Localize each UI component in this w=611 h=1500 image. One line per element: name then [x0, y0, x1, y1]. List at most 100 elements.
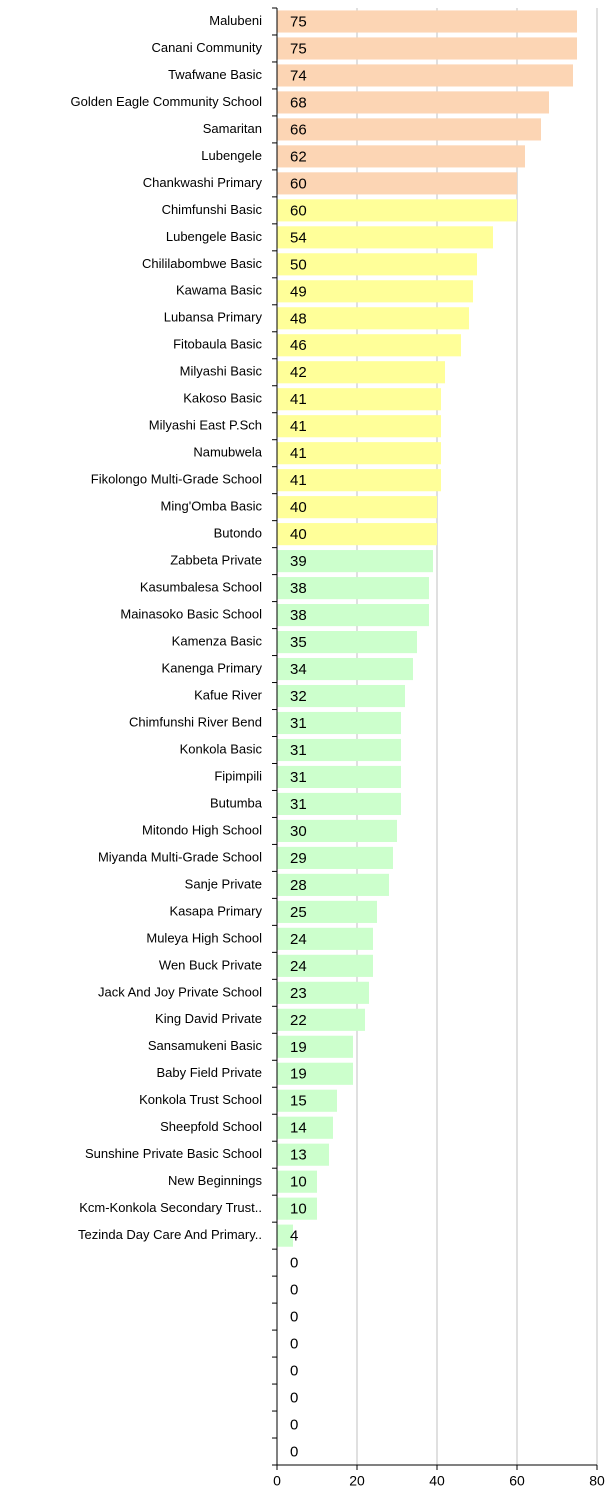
bar: [277, 1116, 333, 1139]
data-label: 10: [290, 1201, 307, 1218]
y-tick-label: Baby Field Private: [157, 1065, 263, 1080]
data-label: 41: [290, 391, 307, 408]
y-tick-label: Kasapa Primary: [170, 903, 263, 918]
x-tick-label: 0: [273, 1473, 281, 1489]
bar: [277, 765, 401, 789]
data-label: 13: [290, 1147, 307, 1164]
x-tick-label: 40: [429, 1473, 445, 1489]
y-tick-label: Jack And Joy Private School: [98, 984, 262, 999]
y-tick-label: Sheepfold School: [160, 1119, 262, 1134]
bar: [277, 253, 477, 276]
bar: [277, 307, 469, 330]
bar: [277, 631, 417, 654]
bar: [277, 657, 413, 681]
bar: [277, 37, 577, 60]
y-tick-label: Samaritan: [203, 121, 262, 136]
data-label: 68: [290, 94, 307, 111]
bar: [277, 550, 433, 573]
y-tick-label: Fitobaula Basic: [173, 337, 262, 352]
data-label: 14: [290, 1120, 307, 1137]
y-tick-label: Kasumbalesa School: [140, 580, 262, 595]
bar: [277, 846, 393, 869]
bar: [277, 1062, 353, 1085]
y-tick-label: Butondo: [214, 526, 262, 541]
bar: [277, 819, 397, 842]
bar: [277, 1008, 365, 1031]
data-label: 0: [290, 1416, 298, 1433]
data-label: 31: [290, 769, 307, 786]
y-tick-label: Mitondo High School: [142, 822, 262, 837]
bar: [277, 415, 441, 438]
bar: [277, 1197, 317, 1220]
data-label: 24: [290, 931, 307, 948]
data-label: 46: [290, 337, 307, 354]
bar: [277, 64, 573, 87]
y-tick-label: Mainasoko Basic School: [120, 607, 262, 622]
y-tick-label: Chankwashi Primary: [143, 175, 263, 190]
bar: [277, 361, 445, 384]
data-label: 19: [290, 1066, 307, 1083]
data-label: 0: [290, 1309, 298, 1326]
y-tick-label: Zabbeta Private: [170, 553, 262, 568]
bar: [277, 604, 429, 627]
y-tick-label: Konkola Trust School: [139, 1092, 262, 1107]
y-tick-label: Wen Buck Private: [159, 957, 262, 972]
data-label: 23: [290, 985, 307, 1002]
data-label: 49: [290, 283, 307, 300]
data-label: 0: [290, 1443, 298, 1460]
data-label: 38: [290, 607, 307, 624]
data-label: 10: [290, 1174, 307, 1191]
bar: [277, 1089, 337, 1112]
bar: [277, 199, 517, 222]
bar: [277, 10, 577, 33]
bar: [277, 469, 441, 492]
data-label: 39: [290, 553, 307, 570]
y-tick-label: Kcm-Konkola Secondary Trust..: [79, 1200, 262, 1215]
data-label: 31: [290, 715, 307, 732]
y-tick-label: New Beginnings: [168, 1173, 262, 1188]
data-label: 31: [290, 796, 307, 813]
y-tick-label: Lubengele Basic: [166, 229, 263, 244]
bar: [277, 1035, 353, 1058]
data-label: 4: [290, 1228, 298, 1245]
y-tick-label: Fikolongo Multi-Grade School: [91, 472, 262, 487]
y-tick-label: Sanje Private: [185, 876, 262, 891]
data-label: 74: [290, 67, 307, 84]
data-label: 28: [290, 877, 307, 894]
data-label: 40: [290, 499, 307, 516]
y-tick-label: Lubansa Primary: [164, 310, 263, 325]
y-tick-label: Malubeni: [209, 13, 262, 28]
data-label: 38: [290, 580, 307, 597]
bar: [277, 738, 401, 762]
bar: [277, 1170, 317, 1193]
y-tick-label: Kafue River: [194, 687, 263, 702]
data-label: 0: [290, 1390, 298, 1407]
data-label: 30: [290, 823, 307, 840]
bar: [277, 1224, 293, 1247]
data-label: 60: [290, 175, 307, 192]
y-tick-label: Fipimpili: [214, 768, 262, 783]
y-tick-label: Chimfunshi River Bend: [129, 714, 262, 729]
data-label: 34: [290, 661, 307, 678]
bar: [277, 684, 405, 708]
data-label: 66: [290, 121, 307, 138]
data-label: 48: [290, 310, 307, 327]
y-tick-label: Konkola Basic: [180, 741, 263, 756]
x-tick-label: 80: [589, 1473, 605, 1489]
y-tick-label: Milyashi East P.Sch: [149, 418, 262, 433]
y-tick-label: Kamenza Basic: [172, 634, 263, 649]
y-tick-label: Sunshine Private Basic School: [85, 1146, 262, 1161]
y-tick-label: Muleya High School: [146, 930, 262, 945]
y-tick-label: Tezinda Day Care And Primary..: [78, 1227, 262, 1242]
data-label: 24: [290, 958, 307, 975]
data-label: 25: [290, 904, 307, 921]
bar: [277, 496, 437, 519]
y-tick-label: Kanenga Primary: [162, 660, 263, 675]
bar: [277, 118, 541, 141]
x-tick-label: 20: [349, 1473, 365, 1489]
bar: [277, 145, 525, 168]
y-tick-label: Butumba: [210, 795, 263, 810]
data-label: 75: [290, 40, 307, 57]
y-tick-label: Lubengele: [201, 148, 262, 163]
bar: [277, 981, 369, 1004]
